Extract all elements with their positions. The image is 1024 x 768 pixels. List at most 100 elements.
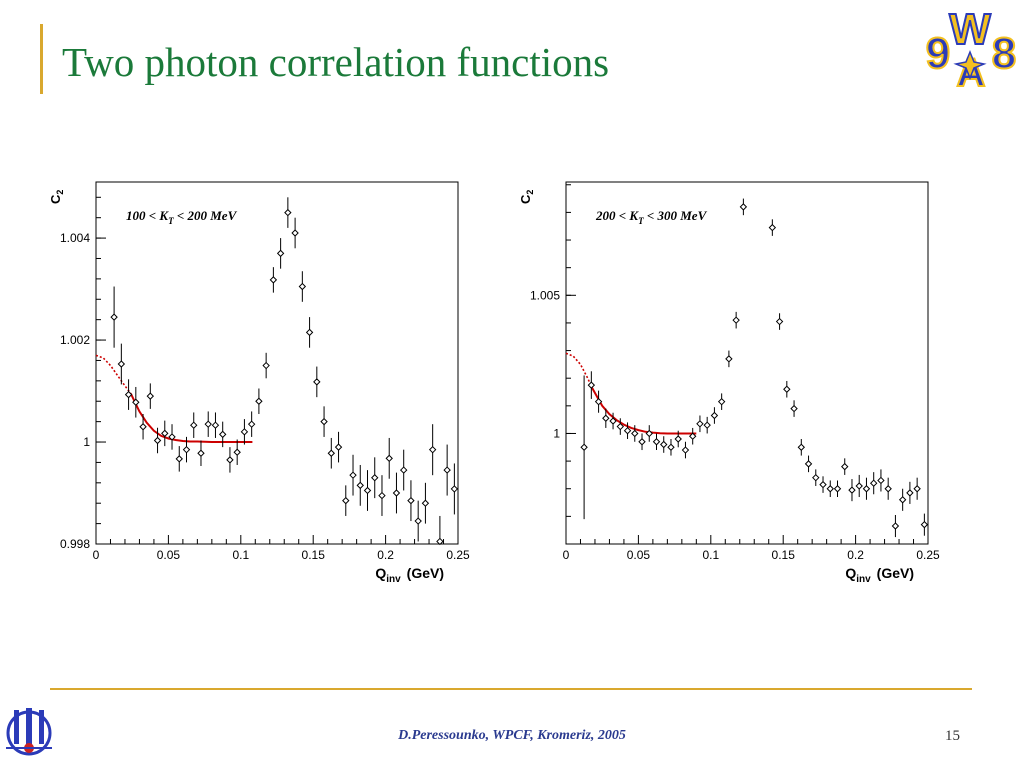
x-tick-label: 0.15 [772, 548, 796, 562]
kt-range-annotation: 200 < KT < 300 MeV [595, 208, 708, 226]
fit-curve-extrapolated [95, 354, 132, 395]
wpcf-logo: W 9 8 A [925, 4, 1017, 90]
data-point [594, 397, 603, 406]
footer-credit: D.Peressounko, WPCF, Kromeriz, 2005 [398, 728, 626, 743]
footer-divider [50, 688, 972, 690]
data-point [385, 454, 393, 463]
data-point [378, 491, 386, 500]
x-tick-label: 0.15 [302, 548, 326, 562]
data-point [305, 328, 314, 337]
y-axis-label-main: C [518, 194, 533, 204]
data-point [342, 496, 350, 505]
data-point [182, 445, 191, 454]
x-tick-label: 0.25 [916, 548, 940, 562]
data-point [392, 489, 401, 497]
data-point [674, 435, 682, 443]
annotation-sub: T [638, 216, 644, 226]
data-point [313, 378, 321, 386]
y-axis-label: C2 [48, 190, 65, 204]
x-tick-label: 0.05 [627, 548, 651, 562]
data-point [869, 479, 878, 487]
data-point [284, 208, 292, 217]
fit-curve [591, 387, 697, 435]
data-point [848, 486, 856, 494]
data-point [841, 462, 849, 471]
data-point [768, 223, 777, 232]
data-point [638, 438, 646, 446]
data-point [732, 316, 740, 324]
data-point [168, 433, 176, 441]
x-tick-label: 0.1 [702, 548, 719, 562]
data-point [891, 522, 900, 530]
data-point [790, 404, 798, 413]
data-point [443, 466, 451, 474]
data-point [696, 420, 704, 428]
data-point [175, 455, 183, 463]
x-tick-label: 0.2 [377, 548, 394, 562]
data-point [327, 449, 336, 457]
data-point [233, 448, 241, 456]
y-tick-label: 1 [83, 435, 90, 449]
x-tick-label: 0.1 [232, 548, 249, 562]
plot-frame [565, 181, 929, 545]
data-point [804, 460, 813, 468]
chart-kt-100-200: 0 0.05 0.1 0.15 0.2 0.25 0.998 1 1.002 1.004 C2 Qin… [48, 181, 470, 585]
x-tick-label: 0.25 [446, 548, 470, 562]
x-tick-label: 0.05 [157, 548, 181, 562]
data-point [320, 417, 328, 426]
data-point [161, 429, 169, 438]
page-number: 15 [945, 728, 960, 744]
data-point [269, 276, 278, 284]
data-point [190, 421, 198, 429]
data-point [226, 456, 234, 464]
data-point [783, 385, 791, 393]
fit-curve [129, 393, 253, 443]
data-point [363, 486, 372, 495]
data-point [906, 489, 914, 497]
y-tick-label: 1.005 [530, 288, 560, 302]
x-axis-label: Qinv (GeV) [845, 565, 914, 585]
annotation-post: < 300 MeV [644, 208, 708, 223]
plot-frame [95, 181, 459, 545]
logo-star [953, 49, 987, 81]
data-point [660, 440, 668, 449]
x-axis-label-main: Q [845, 565, 856, 581]
data-point [797, 443, 806, 451]
data-point [580, 443, 588, 451]
data-point [616, 422, 625, 431]
data-point [407, 496, 415, 505]
slide-title: Two photon correlation functions [62, 39, 610, 85]
y-axis-label-main: C [48, 194, 63, 204]
data-point [240, 428, 249, 436]
logo-bar [14, 710, 19, 744]
y-tick-label: 1 [553, 426, 560, 440]
data-point [197, 449, 205, 457]
data-point [667, 443, 675, 451]
logo-letter: W [949, 5, 991, 54]
x-tick-label: 0 [563, 548, 570, 562]
y-tick-label: 1.002 [60, 333, 90, 347]
jinr-logo [6, 708, 52, 756]
data-point [291, 229, 299, 237]
annotation-sub: T [168, 216, 174, 226]
annotation-pre: 100 < K [126, 208, 169, 223]
logo-bar [39, 710, 44, 744]
data-point [645, 429, 653, 438]
data-point [255, 397, 263, 405]
logo-letter: 8 [992, 29, 1016, 78]
x-axis-label-main: Q [375, 565, 386, 581]
data-point [913, 485, 921, 493]
y-tick-label: 1.004 [60, 231, 90, 245]
data-point [421, 499, 430, 507]
data-point [124, 390, 133, 399]
x-axis-label-sub: inv [856, 574, 871, 585]
data-point [414, 517, 422, 525]
data-point [334, 443, 343, 451]
data-point [262, 361, 270, 370]
data-point [450, 485, 459, 493]
data-point [587, 381, 596, 389]
x-axis-label-sub: inv [386, 574, 401, 585]
data-point [833, 485, 842, 493]
data-point [428, 445, 437, 454]
y-axis-label-sub: 2 [55, 190, 65, 195]
